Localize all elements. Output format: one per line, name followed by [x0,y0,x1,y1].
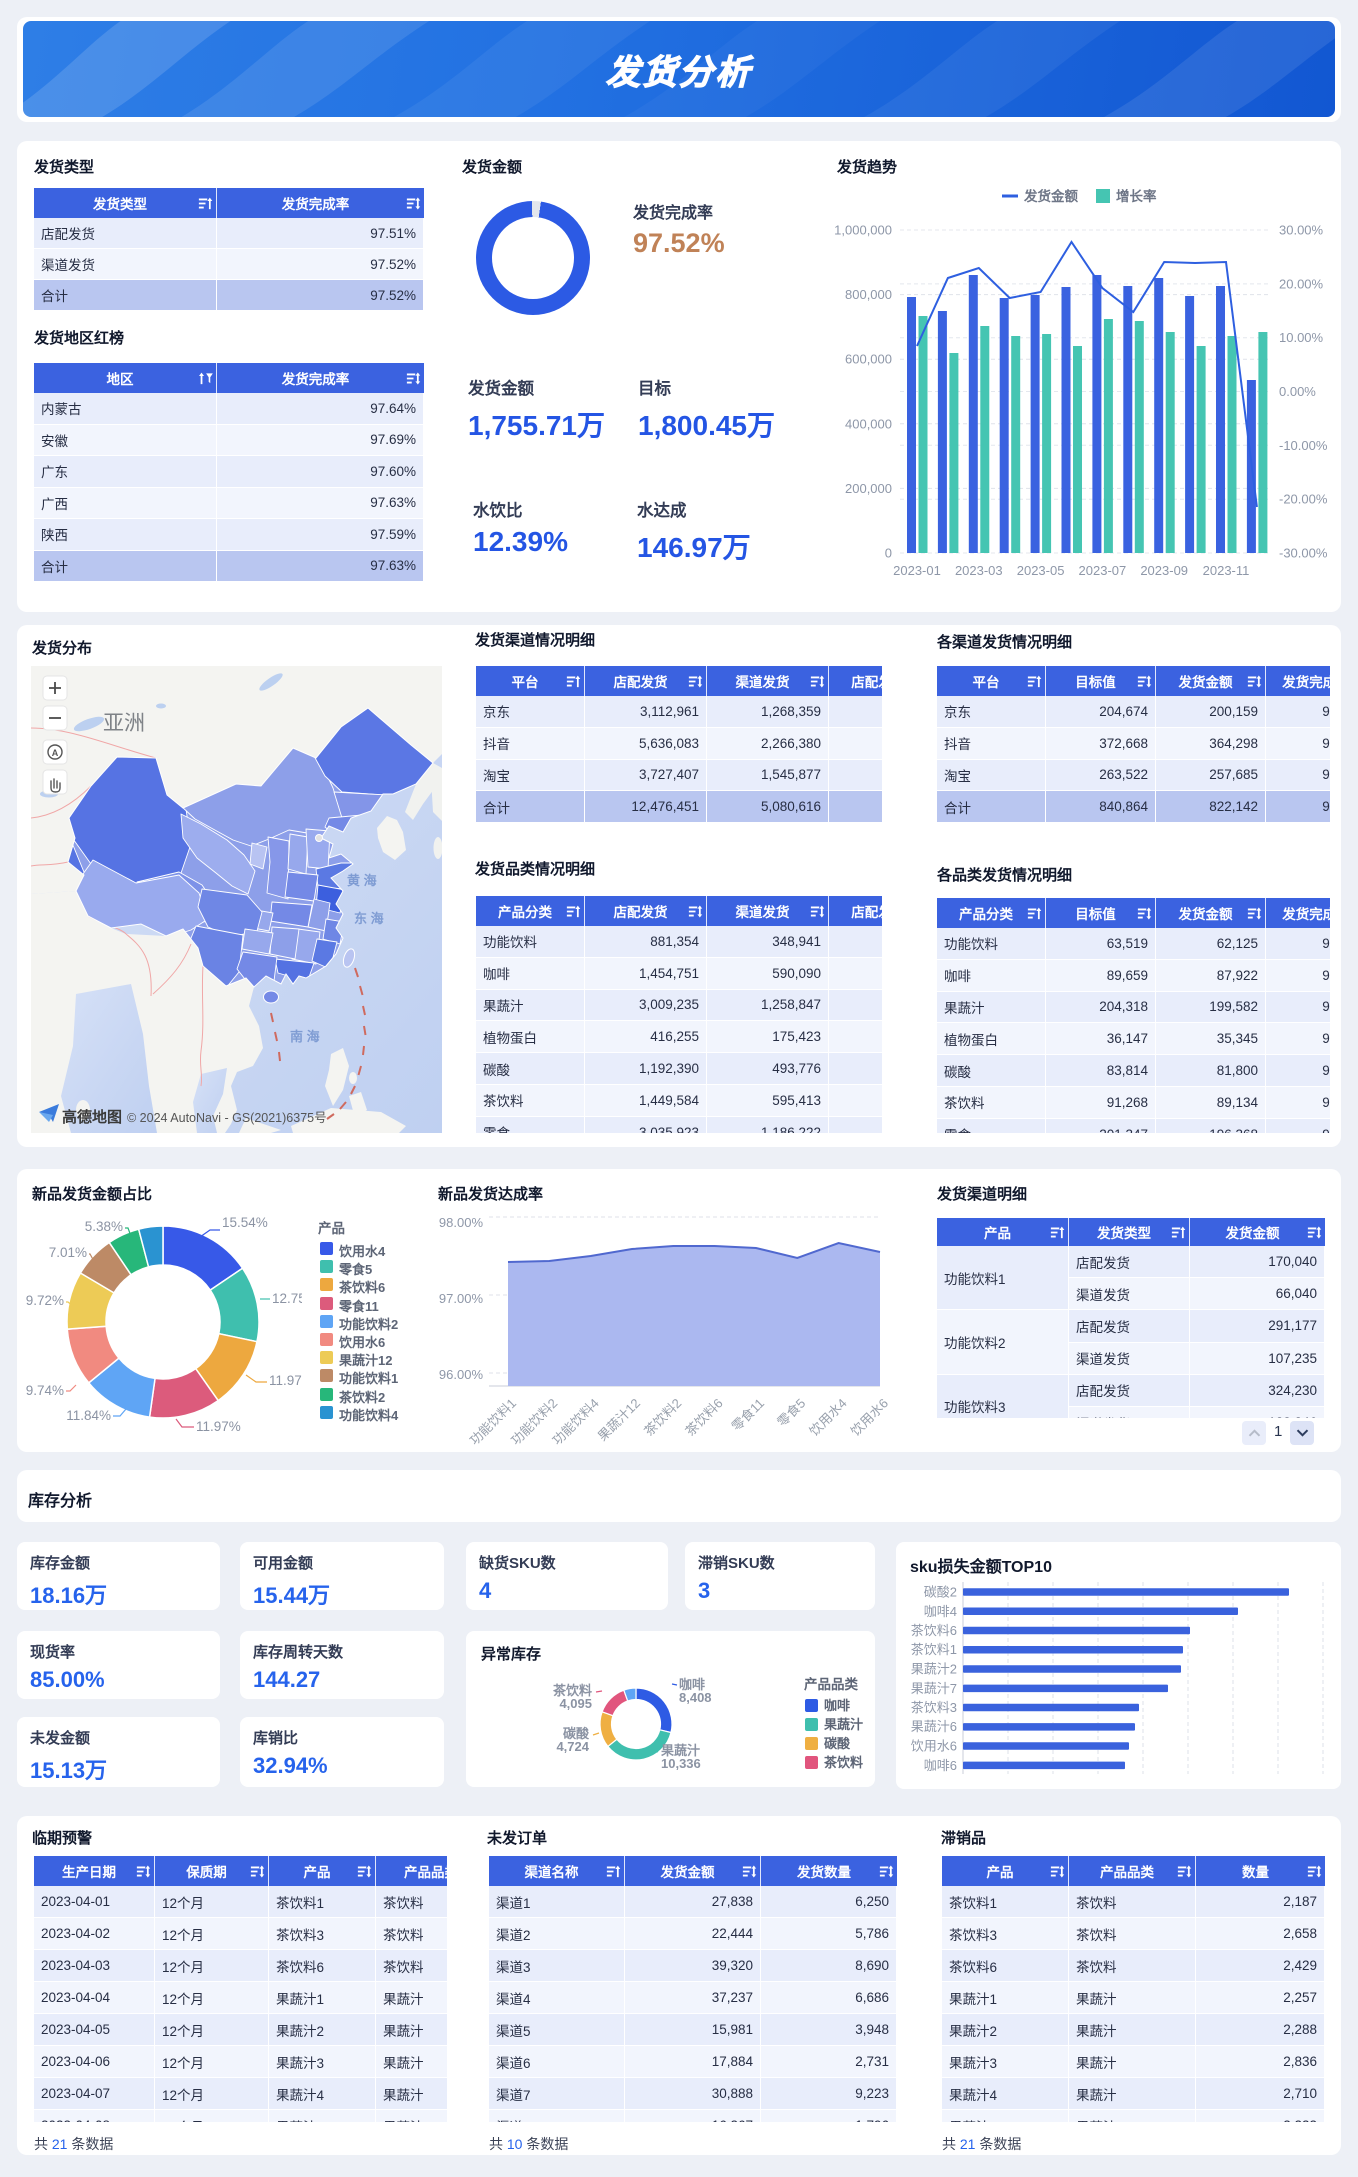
svg-text:97.00%: 97.00% [439,1291,484,1306]
svg-text:咖啡6: 咖啡6 [924,1758,957,1773]
svg-text:碳酸: 碳酸 [563,1726,590,1741]
svg-text:20.00%: 20.00% [1279,276,1324,291]
svg-text:南 海: 南 海 [290,1029,320,1044]
svg-text:产品品类: 产品品类 [804,1676,858,1692]
svg-text:零食5: 零食5 [774,1396,808,1430]
svg-text:增长率: 增长率 [1116,188,1157,204]
svg-text:零食11: 零食11 [729,1396,768,1435]
svg-text:果蔬汁: 果蔬汁 [660,1743,700,1758]
svg-text:茶饮料1: 茶饮料1 [911,1642,957,1657]
svg-text:咖啡: 咖啡 [824,1698,850,1713]
svg-text:0.00%: 0.00% [1279,384,1316,399]
svg-text:9.74%: 9.74% [26,1383,64,1398]
svg-text:400,000: 400,000 [845,416,892,431]
svg-text:4,095: 4,095 [559,1696,592,1711]
svg-text:亚洲: 亚洲 [103,712,145,735]
svg-text:-10.00%: -10.00% [1279,438,1328,453]
svg-text:96.00%: 96.00% [439,1367,484,1382]
svg-text:5.38%: 5.38% [85,1219,123,1234]
svg-text:咖啡: 咖啡 [679,1677,705,1692]
svg-text:98.00%: 98.00% [439,1215,484,1230]
svg-text:30.00%: 30.00% [1279,223,1324,238]
svg-text:高德地图: 高德地图 [62,1108,122,1126]
svg-text:饮用水4: 饮用水4 [806,1396,849,1439]
svg-text:茶饮料: 茶饮料 [824,1755,863,1770]
svg-text:11.97%: 11.97% [269,1373,302,1388]
svg-text:果蔬汁2: 果蔬汁2 [911,1662,957,1677]
svg-text:10.00%: 10.00% [1279,330,1324,345]
svg-text:12.75: 12.75 [272,1291,302,1306]
svg-text:600,000: 600,000 [845,352,892,367]
svg-text:15.54%: 15.54% [222,1215,268,1230]
svg-text:2023-01: 2023-01 [893,563,941,578]
svg-text:果蔬汁12: 果蔬汁12 [595,1396,643,1444]
svg-text:4,724: 4,724 [556,1739,589,1754]
svg-text:11.84%: 11.84% [66,1408,111,1423]
svg-text:-20.00%: -20.00% [1279,492,1328,507]
svg-text:9.72%: 9.72% [26,1293,64,1308]
svg-text:2023-05: 2023-05 [1017,563,1065,578]
svg-text:果蔬汁: 果蔬汁 [823,1717,863,1732]
svg-text:果蔬汁7: 果蔬汁7 [911,1681,957,1696]
svg-text:7.01%: 7.01% [49,1245,87,1260]
svg-text:茶饮料: 茶饮料 [553,1683,592,1698]
svg-text:1,000,000: 1,000,000 [834,223,892,238]
svg-text:© 2024 AutoNavi - GS(2021)6375: © 2024 AutoNavi - GS(2021)6375号 [127,1111,327,1125]
svg-text:2023-07: 2023-07 [1079,563,1127,578]
svg-text:发货金额: 发货金额 [1023,188,1078,204]
svg-text:茶饮料6: 茶饮料6 [911,1623,957,1638]
svg-text:2023-11: 2023-11 [1203,563,1250,578]
svg-text:饮用水6: 饮用水6 [848,1396,888,1439]
svg-text:0: 0 [885,546,892,561]
svg-text:800,000: 800,000 [845,287,892,302]
svg-text:茶饮料6: 茶饮料6 [682,1396,725,1439]
svg-text:茶饮料2: 茶饮料2 [641,1396,684,1439]
svg-text:咖啡4: 咖啡4 [924,1604,957,1619]
svg-text:碳酸: 碳酸 [824,1736,851,1751]
svg-text:200,000: 200,000 [845,481,892,496]
svg-text:东 海: 东 海 [354,911,384,926]
svg-text:茶饮料3: 茶饮料3 [911,1700,957,1715]
svg-text:果蔬汁6: 果蔬汁6 [911,1719,957,1734]
svg-text:黄 海: 黄 海 [347,873,377,888]
svg-text:8,408: 8,408 [679,1690,712,1705]
svg-text:2023-09: 2023-09 [1140,563,1188,578]
svg-text:11.97%: 11.97% [196,1419,241,1434]
svg-text:碳酸2: 碳酸2 [924,1585,957,1600]
svg-text:饮用水6: 饮用水6 [911,1739,957,1754]
svg-text:A: A [52,748,59,758]
svg-text:-30.00%: -30.00% [1279,546,1328,561]
svg-text:2023-03: 2023-03 [955,563,1003,578]
svg-text:10,336: 10,336 [661,1756,701,1771]
